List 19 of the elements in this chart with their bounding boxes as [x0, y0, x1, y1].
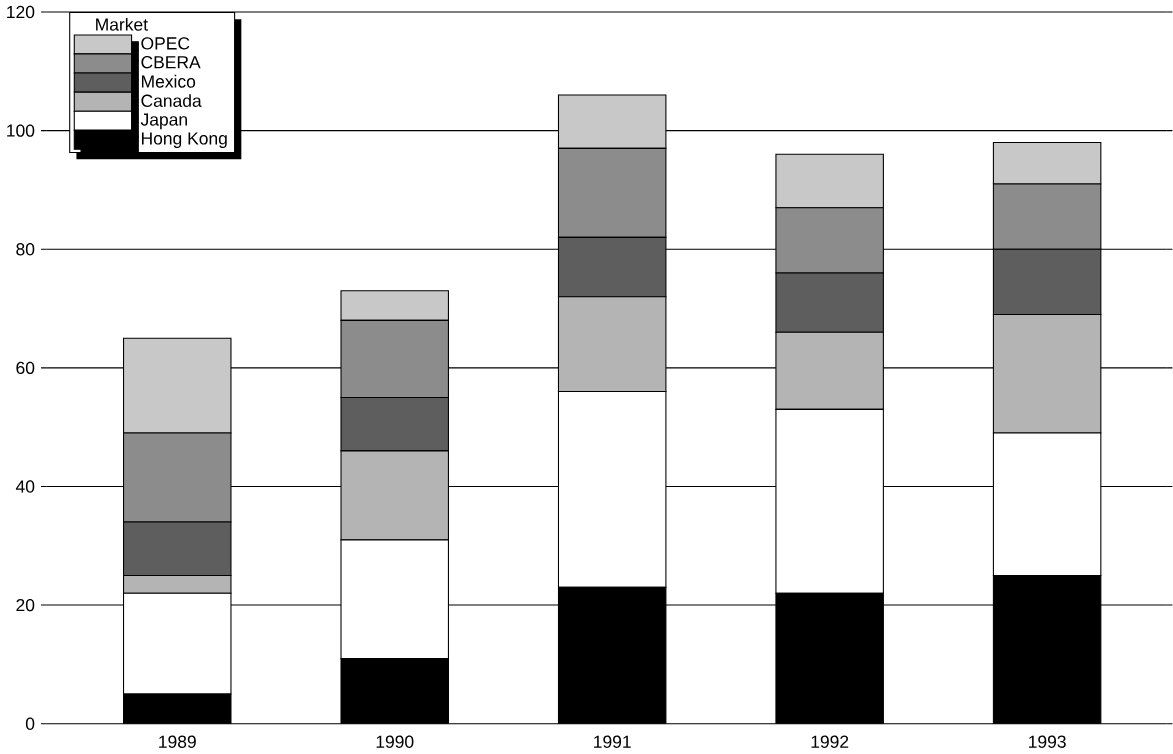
- x-tick-label: 1991: [594, 735, 631, 749]
- y-tick-label: 60: [16, 361, 35, 375]
- x-tick-label: 1989: [159, 735, 196, 749]
- y-tick-label: 20: [16, 599, 35, 612]
- x-tick-label: 1990: [376, 735, 414, 749]
- legend-label: Mexico: [141, 75, 196, 88]
- legend-label: Hong Kong: [141, 132, 227, 149]
- y-tick-label: 80: [16, 243, 35, 256]
- legend-label: Canada: [141, 94, 202, 108]
- x-tick-label: 1992: [811, 735, 849, 749]
- legend-title: Market: [96, 18, 148, 31]
- y-tick-label: 100: [7, 124, 35, 137]
- x-tick-label: 1993: [1029, 735, 1066, 749]
- legend-label: Japan: [140, 113, 187, 130]
- y-tick-label: 0: [25, 717, 35, 731]
- legend-label: CBERA: [141, 56, 201, 69]
- y-tick-label: 40: [15, 480, 35, 493]
- y-tick-label: 120: [7, 5, 35, 19]
- legend-label: OPEC: [141, 37, 190, 50]
